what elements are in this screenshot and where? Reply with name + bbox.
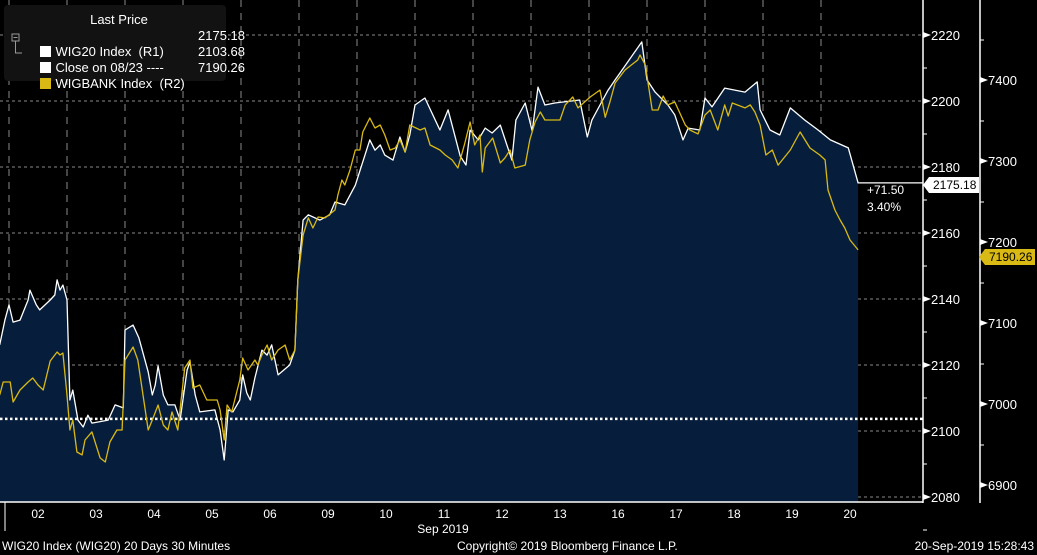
legend-item-wig20[interactable]: WIG20 Index (R1) bbox=[26, 28, 164, 59]
r1-tick-label: 2160 bbox=[931, 226, 960, 241]
footer-timestamp: 20-Sep-2019 15:28:43 bbox=[914, 539, 1034, 553]
wig20-area bbox=[0, 41, 859, 502]
x-tick-label: 18 bbox=[727, 507, 741, 521]
r1-tick-label: 2220 bbox=[931, 28, 960, 43]
r1-tick-marker bbox=[923, 164, 931, 170]
r2-tick-label: 7000 bbox=[988, 397, 1017, 412]
close-swatch bbox=[40, 62, 52, 73]
r2-tick-label: 7400 bbox=[988, 73, 1017, 88]
r1-tick-marker bbox=[923, 362, 931, 368]
r1-tick-marker bbox=[923, 296, 931, 302]
legend-item-close[interactable]: Close on 08/23 ---- bbox=[26, 44, 164, 75]
r1-tick-label: 2180 bbox=[931, 160, 960, 175]
x-tick-label: 13 bbox=[553, 507, 567, 521]
r2-tick-marker bbox=[980, 239, 988, 245]
r1-tick-label: 2100 bbox=[931, 424, 960, 439]
wig20-swatch bbox=[40, 46, 52, 57]
change-value: +71.50 bbox=[867, 183, 905, 197]
r2-tick-marker bbox=[980, 77, 988, 83]
collapse-tree-icon[interactable] bbox=[11, 33, 25, 57]
r2-tick-marker bbox=[980, 482, 988, 488]
r2-tick-label: 7100 bbox=[988, 316, 1017, 331]
x-tick-label: 12 bbox=[495, 507, 509, 521]
r2-tick-marker bbox=[980, 401, 988, 407]
legend: Last Price WIG20 Index (R1) 2175.18 Clos… bbox=[4, 5, 245, 91]
x-tick-label: 03 bbox=[89, 507, 103, 521]
footer-security: WIG20 Index (WIG20) 20 Days 30 Minutes bbox=[2, 539, 231, 553]
change-percent: 3.40% bbox=[867, 200, 902, 214]
x-tick-label: 09 bbox=[321, 507, 335, 521]
r2-tick-marker bbox=[980, 158, 988, 164]
last-price-tag-r1: 2175.18 bbox=[922, 177, 980, 193]
r1-tick-label: 2120 bbox=[931, 358, 960, 373]
r1-tick-marker bbox=[923, 230, 931, 236]
wigbank-line bbox=[0, 54, 859, 463]
r1-tick-marker bbox=[923, 98, 931, 104]
legend-title: Last Price bbox=[90, 12, 148, 27]
x-tick-label: 02 bbox=[31, 507, 45, 521]
x-tick-label: 16 bbox=[611, 507, 625, 521]
r1-tick-label: 2140 bbox=[931, 292, 960, 307]
legend-label: WIG20 Index (R1) bbox=[55, 44, 164, 59]
x-tick-label: 11 bbox=[438, 507, 451, 521]
last-price-r1: 2175.18 bbox=[933, 178, 977, 192]
r2-tick-marker bbox=[980, 320, 988, 326]
r2-tick-label: 6900 bbox=[988, 478, 1017, 493]
last-price-r2: 7190.26 bbox=[989, 250, 1033, 264]
r1-tick-marker bbox=[923, 494, 931, 500]
footer-copyright: Copyright© 2019 Bloomberg Finance L.P. bbox=[457, 539, 678, 553]
wigbank-swatch bbox=[40, 78, 52, 89]
legend-label: WIGBANK Index (R2) bbox=[55, 76, 185, 91]
legend-value: 2103.68 bbox=[198, 44, 245, 59]
r1-tick-label: 2200 bbox=[931, 94, 960, 109]
r2-tick-label: 7300 bbox=[988, 154, 1017, 169]
x-tick-label: 10 bbox=[379, 507, 393, 521]
x-tick-label: 20 bbox=[843, 507, 857, 521]
x-tick-label: 04 bbox=[147, 507, 161, 521]
legend-value: 2175.18 bbox=[198, 28, 245, 43]
legend-value: 7190.26 bbox=[198, 60, 245, 75]
r1-tick-marker bbox=[923, 32, 931, 38]
x-tick-label: 06 bbox=[263, 507, 277, 521]
r1-tick-marker bbox=[923, 428, 931, 434]
legend-item-wigbank[interactable]: WIGBANK Index (R2) bbox=[26, 60, 185, 91]
x-tick-label: 19 bbox=[785, 507, 799, 521]
axes: 2080 2100 2120 2140 2160 2180 2200 2220 6900 7000… bbox=[0, 0, 1017, 536]
legend-label: Close on 08/23 ---- bbox=[55, 60, 164, 75]
x-tick-label: 17 bbox=[669, 507, 683, 521]
x-month-label: Sep 2019 bbox=[417, 522, 469, 536]
r2-tick-label: 7200 bbox=[988, 235, 1017, 250]
x-tick-label: 05 bbox=[205, 507, 219, 521]
last-price-tag-r2: 7190.26 bbox=[978, 249, 1036, 265]
r1-tick-label: 2080 bbox=[931, 490, 960, 505]
